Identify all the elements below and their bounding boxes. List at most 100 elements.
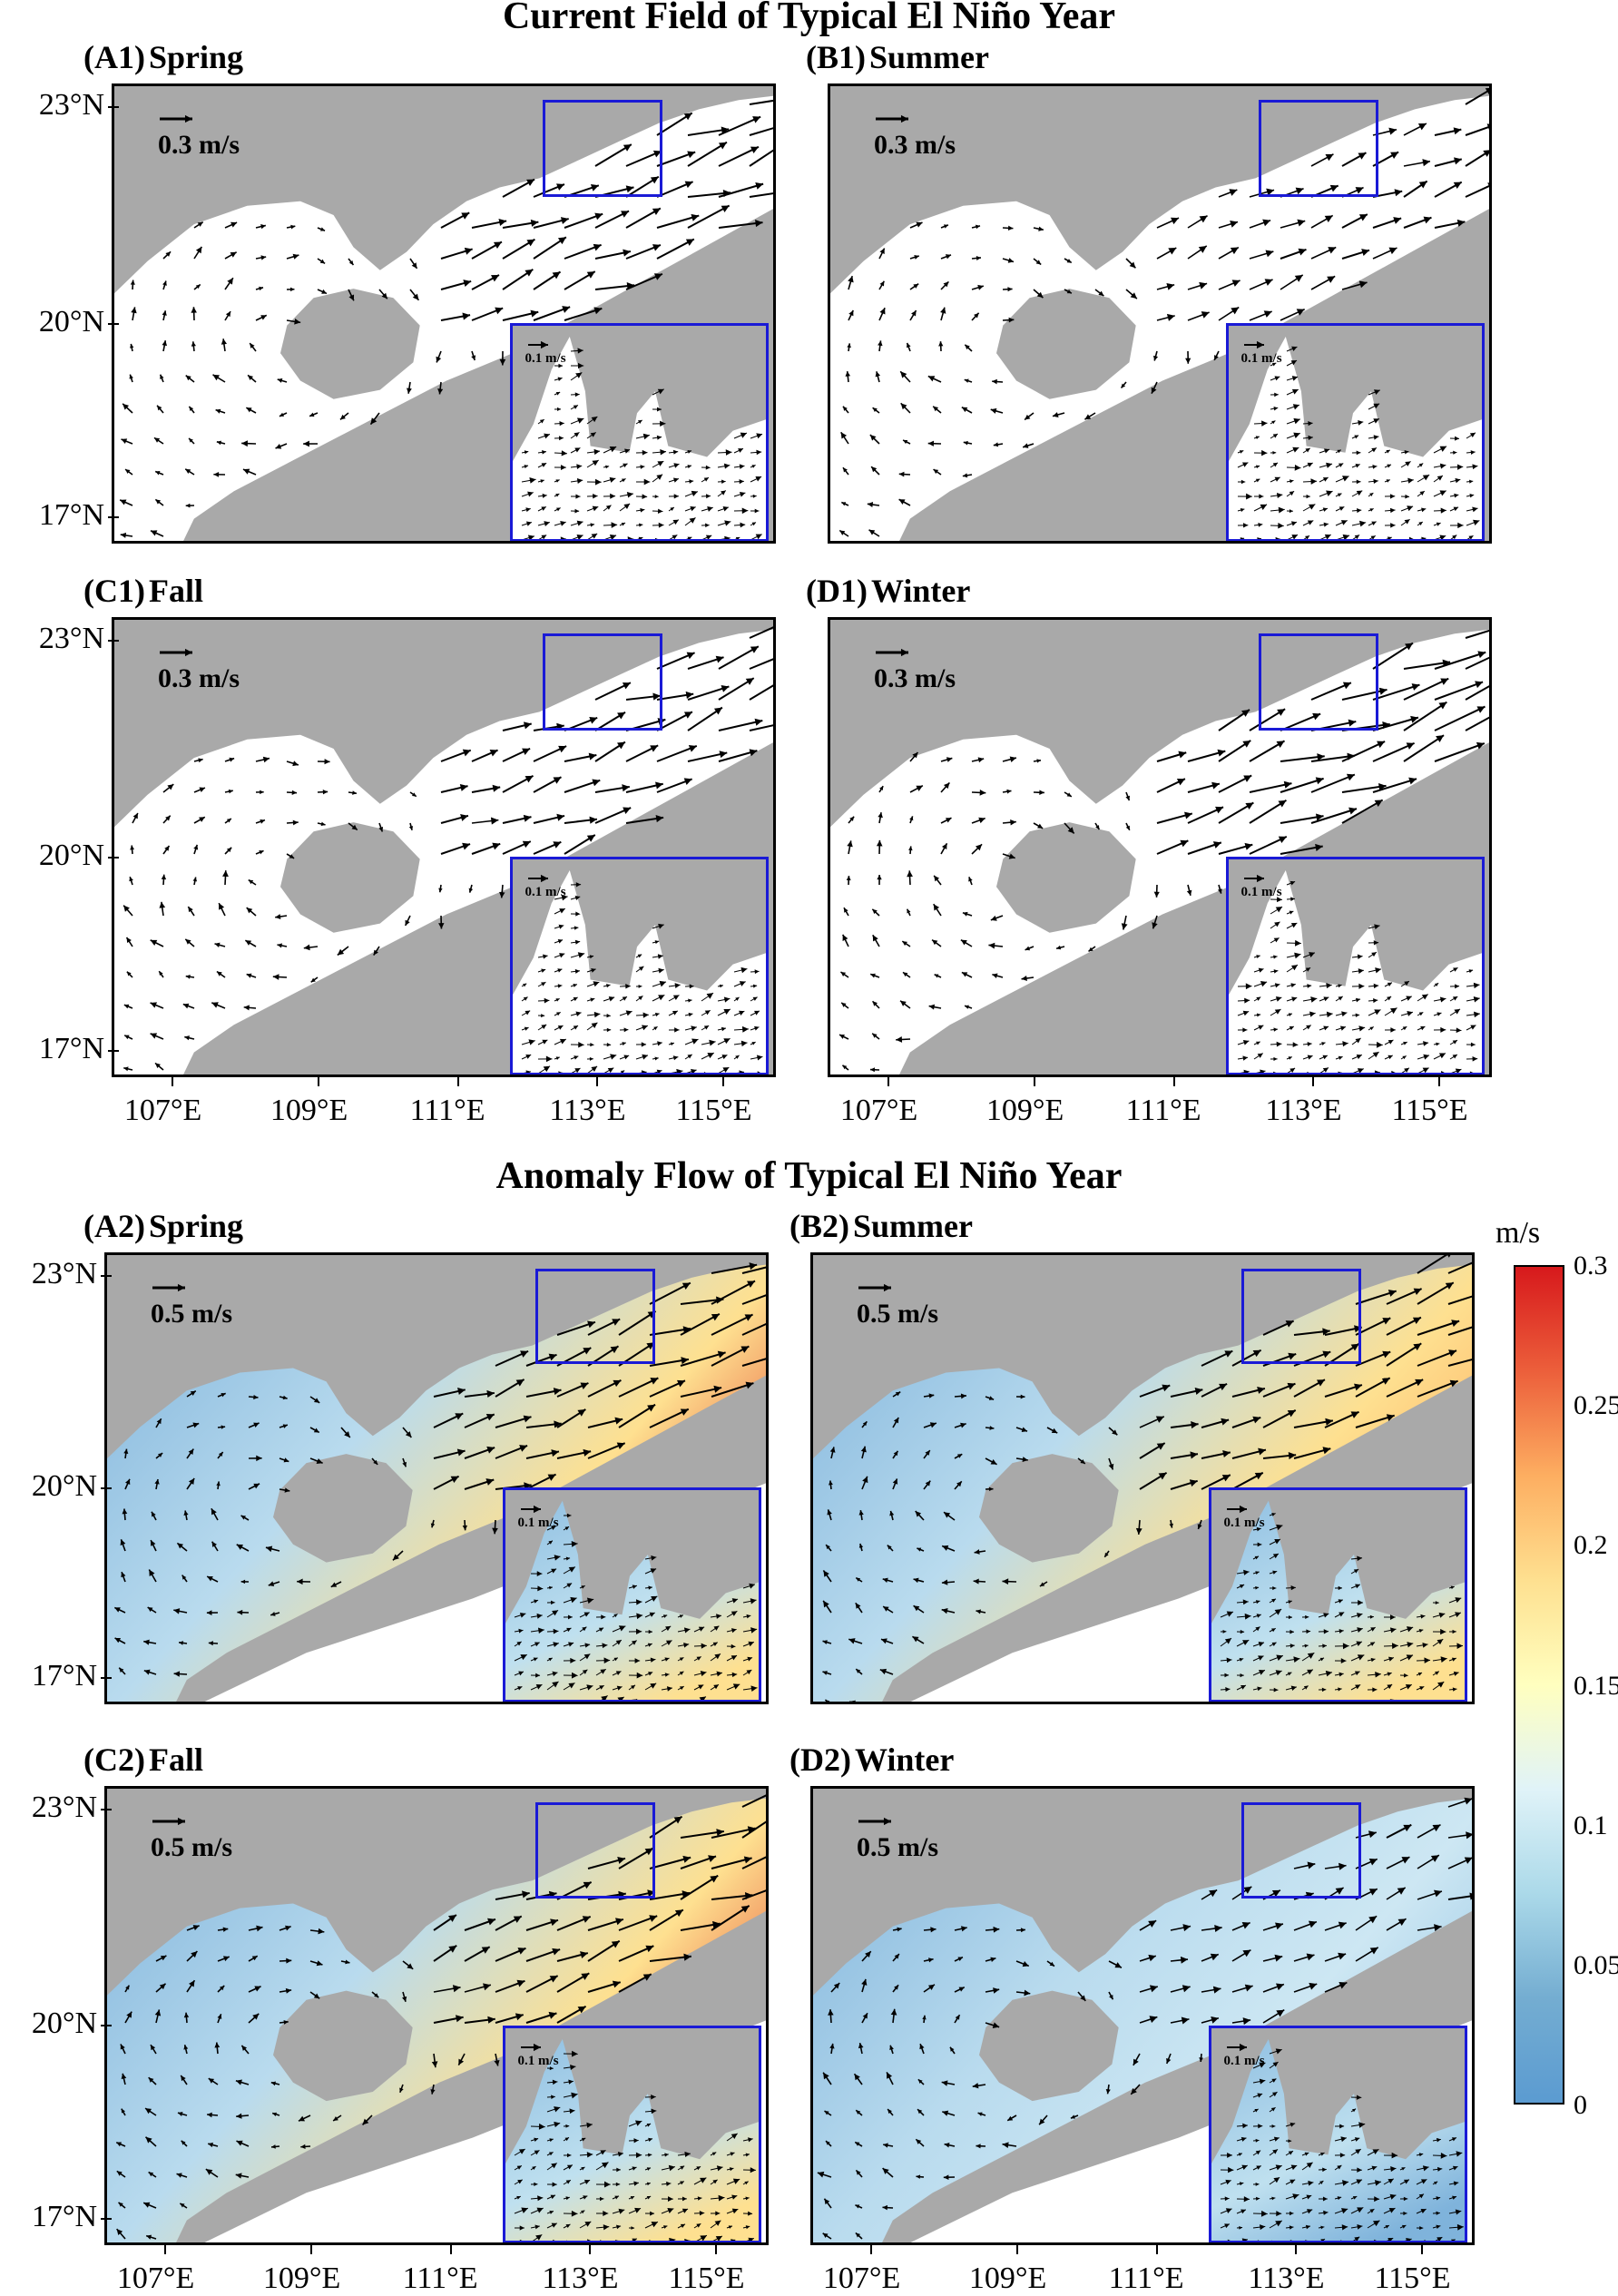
panel-label-b2: (B2)Summer xyxy=(789,1207,973,1245)
velocity-scale-label: 0.3 m/s xyxy=(874,663,956,694)
zoom-region-box xyxy=(1259,633,1378,730)
colorbar-tick-label: 0.25 xyxy=(1574,1390,1618,1421)
latitude-tick xyxy=(101,2218,112,2220)
longitude-tick xyxy=(1156,2243,1158,2254)
zoom-region-box xyxy=(535,1269,655,1364)
season-name: Summer xyxy=(853,1208,973,1244)
latitude-label: 17°N xyxy=(5,1032,104,1066)
velocity-scale-label: 0.5 m/s xyxy=(151,1832,232,1863)
latitude-tick xyxy=(108,323,119,325)
velocity-scale-label: 0.3 m/s xyxy=(874,130,956,161)
longitude-label: 107°E xyxy=(823,2262,900,2296)
colorbar-unit: m/s xyxy=(1495,1216,1540,1251)
season-name: Spring xyxy=(149,39,243,75)
panel-label-d2: (D2)Winter xyxy=(789,1741,954,1779)
pearl-river-estuary-inset: 0.1 m/s xyxy=(510,857,769,1075)
longitude-tick xyxy=(318,1075,319,1086)
latitude-tick xyxy=(101,1677,112,1679)
longitude-label: 109°E xyxy=(270,1094,348,1128)
map-c1: 0.3 m/s 0.1 m/s xyxy=(112,617,776,1077)
panel-label-c2: (C2)Fall xyxy=(83,1741,203,1779)
panel-id: (B1) xyxy=(806,39,866,75)
longitude-tick xyxy=(870,2243,872,2254)
longitude-label: 107°E xyxy=(117,2262,194,2296)
latitude-label: 23°N xyxy=(0,1791,97,1825)
map-a2: 0.5 m/s 0.1 m/s xyxy=(104,1252,769,1704)
longitude-tick xyxy=(887,1075,889,1086)
inset-scale-arrow-icon xyxy=(1243,340,1270,349)
inset-scale-arrow-icon xyxy=(1243,874,1270,883)
inset-scale-arrow-icon xyxy=(520,2043,547,2052)
inset-scale-arrow-icon xyxy=(527,874,554,883)
zoom-region-box xyxy=(1259,100,1378,196)
latitude-label: 17°N xyxy=(5,498,104,533)
pearl-river-estuary-inset: 0.1 m/s xyxy=(503,1487,761,1702)
panel-id: (C2) xyxy=(83,1742,145,1778)
longitude-tick xyxy=(589,2243,591,2254)
season-name: Fall xyxy=(149,1742,203,1778)
colorbar-tick-label: 0.2 xyxy=(1574,1530,1608,1561)
velocity-scale-label: 0.3 m/s xyxy=(158,663,240,694)
inset-velocity-scale-label: 0.1 m/s xyxy=(525,351,566,367)
panel-id: (A1) xyxy=(83,39,145,75)
colorbar-tick-label: 0 xyxy=(1574,2090,1587,2121)
panel-label-b1: (B1)Summer xyxy=(806,38,989,76)
longitude-label: 111°E xyxy=(1126,1094,1201,1128)
longitude-label: 111°E xyxy=(403,2262,478,2296)
zoom-region-box xyxy=(1241,1802,1361,1899)
season-name: Summer xyxy=(869,39,989,75)
inset-velocity-scale-label: 0.1 m/s xyxy=(1224,2054,1265,2069)
longitude-label: 115°E xyxy=(1374,2262,1450,2296)
inset-velocity-scale-label: 0.1 m/s xyxy=(518,1516,559,1531)
longitude-tick xyxy=(1034,1075,1035,1086)
zoom-region-box xyxy=(535,1802,655,1899)
latitude-label: 23°N xyxy=(0,1257,97,1291)
latitude-label: 23°N xyxy=(5,88,104,123)
longitude-tick xyxy=(310,2243,312,2254)
longitude-tick xyxy=(1173,1075,1175,1086)
latitude-tick xyxy=(108,857,119,859)
inset-velocity-scale-label: 0.1 m/s xyxy=(525,885,566,900)
inset-scale-arrow-icon xyxy=(1226,1505,1253,1514)
scale-arrow-icon xyxy=(857,1814,898,1829)
scale-arrow-icon xyxy=(874,112,916,126)
longitude-tick xyxy=(1312,1075,1314,1086)
pearl-river-estuary-inset: 0.1 m/s xyxy=(510,323,769,542)
latitude-tick xyxy=(108,1050,119,1052)
longitude-label: 109°E xyxy=(986,1094,1064,1128)
map-a1: 0.3 m/s 0.1 m/s xyxy=(112,83,776,544)
season-name: Fall xyxy=(149,573,203,609)
pearl-river-estuary-inset: 0.1 m/s xyxy=(503,2026,761,2243)
panel-id: (A2) xyxy=(83,1208,145,1244)
inset-velocity-scale-label: 0.1 m/s xyxy=(1224,1516,1265,1531)
longitude-tick xyxy=(172,1075,173,1086)
longitude-label: 109°E xyxy=(969,2262,1046,2296)
longitude-tick xyxy=(457,1075,459,1086)
latitude-tick xyxy=(101,1275,112,1277)
inset-scale-arrow-icon xyxy=(527,340,554,349)
longitude-tick xyxy=(1421,2243,1423,2254)
latitude-tick xyxy=(108,106,119,108)
longitude-tick xyxy=(1295,2243,1297,2254)
longitude-label: 107°E xyxy=(124,1094,201,1128)
longitude-tick xyxy=(164,2243,166,2254)
top-section-title: Current Field of Typical El Niño Year xyxy=(0,0,1618,38)
longitude-label: 111°E xyxy=(1109,2262,1184,2296)
longitude-tick xyxy=(450,2243,452,2254)
longitude-label: 115°E xyxy=(668,2262,744,2296)
inset-velocity-scale-label: 0.1 m/s xyxy=(518,2054,559,2069)
panel-id: (C1) xyxy=(83,573,145,609)
velocity-scale-label: 0.5 m/s xyxy=(151,1299,232,1330)
latitude-label: 20°N xyxy=(5,305,104,339)
longitude-label: 113°E xyxy=(549,1094,625,1128)
longitude-label: 115°E xyxy=(1391,1094,1467,1128)
longitude-label: 107°E xyxy=(840,1094,917,1128)
velocity-scale-label: 0.3 m/s xyxy=(158,130,240,161)
panel-id: (B2) xyxy=(789,1208,849,1244)
latitude-tick xyxy=(101,1487,112,1489)
latitude-label: 20°N xyxy=(5,839,104,873)
longitude-label: 113°E xyxy=(1248,2262,1324,2296)
